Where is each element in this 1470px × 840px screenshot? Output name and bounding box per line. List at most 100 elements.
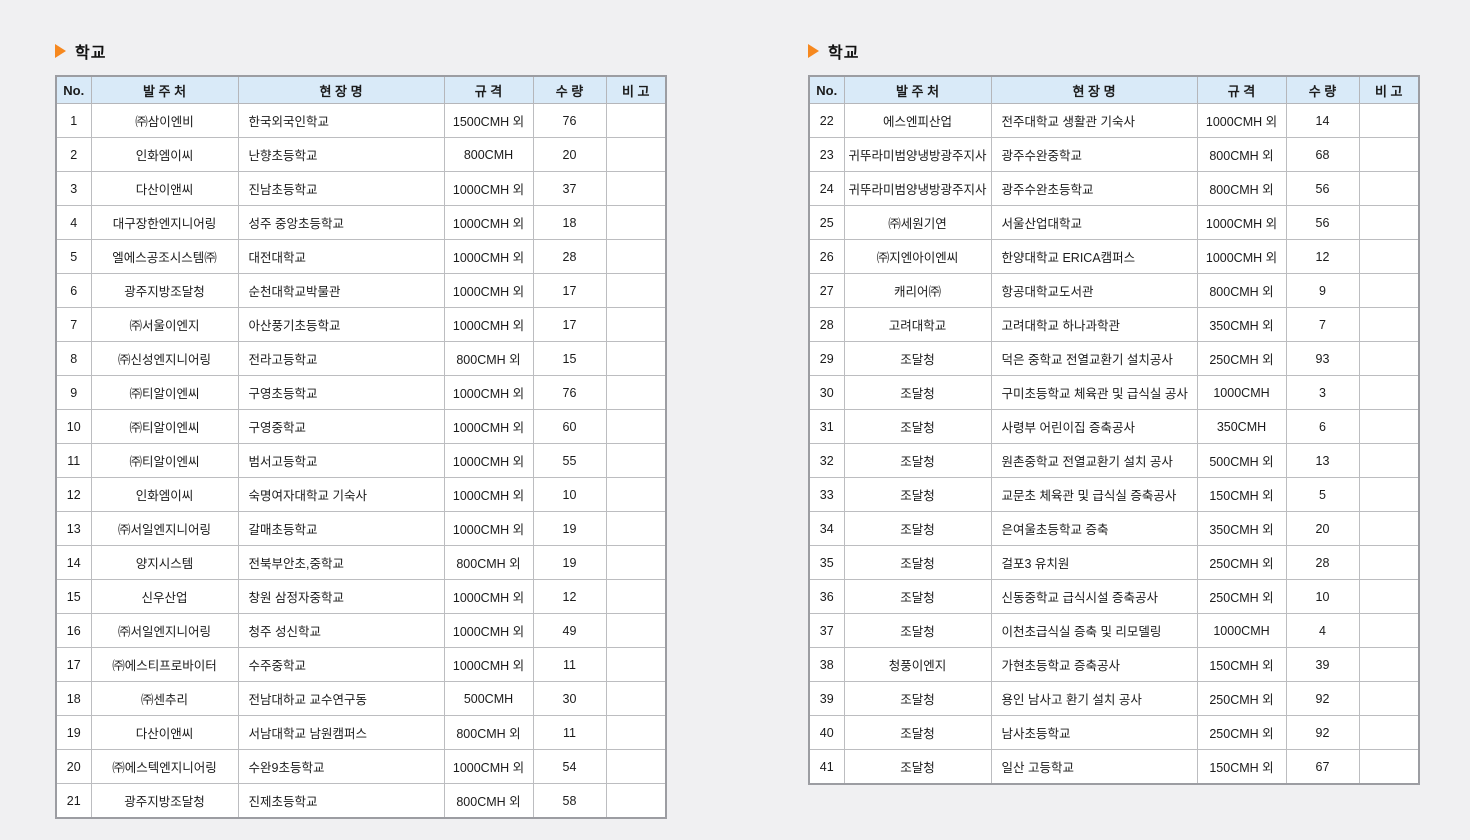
cell-note [605,477,667,512]
cell-qty: 20 [1285,511,1360,546]
table-row: 18 ㈜센추리 전남대하교 교수연구동 500CMH 30 [55,681,667,716]
cell-no: 36 [808,579,845,614]
cell-orderer: ㈜지엔아이엔씨 [843,239,992,274]
cell-no: 14 [55,545,92,580]
cell-site: 광주수완초등학교 [990,171,1198,206]
cell-site: 창원 삼정자중학교 [237,579,445,614]
cell-site: 전북부안초,중학교 [237,545,445,580]
table-row: 20 ㈜에스텍엔지니어링 수완9초등학교 1000CMH 외 54 [55,749,667,784]
cell-qty: 56 [1285,205,1360,240]
cell-orderer: 귀뚜라미범양냉방광주지사 [843,171,992,206]
table-row: 6 광주지방조달청 순천대학교박물관 1000CMH 외 17 [55,273,667,308]
table-row: 23 귀뚜라미범양냉방광주지사 광주수완중학교 800CMH 외 68 [808,137,1420,172]
cell-orderer: 캐리어㈜ [843,273,992,308]
cell-note [1358,171,1420,206]
cell-no: 26 [808,239,845,274]
cell-note [605,715,667,750]
cell-note [605,647,667,682]
cell-site: 고려대학교 하나과학관 [990,307,1198,342]
cell-site: 원촌중학교 전열교환기 설치 공사 [990,443,1198,478]
column-header-site: 현 장 명 [237,75,445,104]
cell-orderer: 신우산업 [90,579,239,614]
cell-site: 교문초 체육관 및 급식실 증축공사 [990,477,1198,512]
cell-site: 성주 중앙초등학교 [237,205,445,240]
cell-orderer: 양지시스템 [90,545,239,580]
cell-qty: 14 [1285,103,1360,138]
triangle-bullet-icon [55,44,66,58]
cell-note [1358,137,1420,172]
table-row: 24 귀뚜라미범양냉방광주지사 광주수완초등학교 800CMH 외 56 [808,171,1420,206]
cell-qty: 19 [532,511,607,546]
cell-note [1358,579,1420,614]
cell-site: 진제초등학교 [237,783,445,819]
table-row: 13 ㈜서일엔지니어링 갈매초등학교 1000CMH 외 19 [55,511,667,546]
cell-note [1358,545,1420,580]
cell-qty: 11 [532,715,607,750]
cell-qty: 18 [532,205,607,240]
cell-qty: 19 [532,545,607,580]
cell-orderer: ㈜삼이엔비 [90,103,239,138]
cell-no: 7 [55,307,92,342]
cell-note [605,613,667,648]
cell-note [605,681,667,716]
cell-spec: 250CMH 외 [1196,681,1287,716]
cell-no: 31 [808,409,845,444]
cell-qty: 6 [1285,409,1360,444]
column-header-spec: 규 격 [443,75,534,104]
cell-qty: 12 [532,579,607,614]
column-header-orderer: 발 주 처 [843,75,992,104]
cell-spec: 250CMH 외 [1196,545,1287,580]
cell-note [1358,511,1420,546]
cell-no: 39 [808,681,845,716]
cell-spec: 500CMH 외 [1196,443,1287,478]
cell-note [1358,103,1420,138]
table-row: 29 조달청 덕은 중학교 전열교환기 설치공사 250CMH 외 93 [808,341,1420,376]
cell-no: 25 [808,205,845,240]
cell-qty: 5 [1285,477,1360,512]
cell-no: 23 [808,137,845,172]
cell-orderer: ㈜세원기연 [843,205,992,240]
cell-no: 6 [55,273,92,308]
cell-spec: 1000CMH 외 [443,477,534,512]
table-row: 1 ㈜삼이엔비 한국외국인학교 1500CMH 외 76 [55,103,667,138]
cell-qty: 13 [1285,443,1360,478]
cell-spec: 1500CMH 외 [443,103,534,138]
cell-site: 서울산업대학교 [990,205,1198,240]
cell-note [1358,749,1420,785]
column-header-no: No. [808,75,845,104]
cell-spec: 250CMH 외 [1196,715,1287,750]
cell-note [605,749,667,784]
cell-no: 2 [55,137,92,172]
table-row: 17 ㈜에스티프로바이터 수주중학교 1000CMH 외 11 [55,647,667,682]
cell-site: 일산 고등학교 [990,749,1198,785]
cell-orderer: 광주지방조달청 [90,783,239,819]
cell-spec: 1000CMH 외 [443,613,534,648]
cell-note [605,273,667,308]
cell-no: 29 [808,341,845,376]
cell-note [605,171,667,206]
cell-note [605,545,667,580]
table-row: 11 ㈜티알이엔씨 범서고등학교 1000CMH 외 55 [55,443,667,478]
cell-orderer: 조달청 [843,749,992,785]
cell-orderer: 조달청 [843,681,992,716]
cell-note [1358,273,1420,308]
cell-note [605,137,667,172]
cell-qty: 92 [1285,715,1360,750]
cell-spec: 1000CMH 외 [443,171,534,206]
cell-no: 9 [55,375,92,410]
cell-no: 33 [808,477,845,512]
cell-spec: 1000CMH 외 [1196,103,1287,138]
cell-site: 한양대학교 ERICA캠퍼스 [990,239,1198,274]
table-row: 41 조달청 일산 고등학교 150CMH 외 67 [808,749,1420,785]
table-row: 15 신우산업 창원 삼정자중학교 1000CMH 외 12 [55,579,667,614]
cell-no: 10 [55,409,92,444]
table-row: 9 ㈜티알이엔씨 구영초등학교 1000CMH 외 76 [55,375,667,410]
cell-spec: 350CMH [1196,409,1287,444]
cell-site: 걸포3 유치원 [990,545,1198,580]
section-title-1: 학교 [55,40,665,62]
cell-spec: 800CMH 외 [1196,137,1287,172]
cell-spec: 800CMH [443,137,534,172]
table-row: 25 ㈜세원기연 서울산업대학교 1000CMH 외 56 [808,205,1420,240]
